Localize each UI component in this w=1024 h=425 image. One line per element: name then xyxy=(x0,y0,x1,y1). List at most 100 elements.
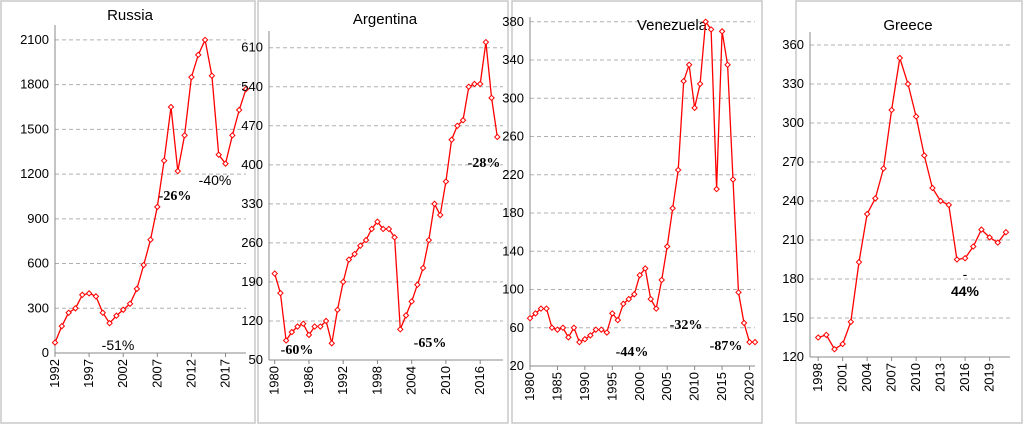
point xyxy=(317,323,324,330)
point xyxy=(609,310,616,317)
point xyxy=(51,339,59,346)
point xyxy=(140,261,147,269)
x-tick-label: 2010 xyxy=(908,363,923,392)
point xyxy=(598,326,605,333)
x-tick-label: 1992 xyxy=(47,359,62,388)
point xyxy=(396,326,404,333)
y-tick-label: 180 xyxy=(782,271,804,286)
point xyxy=(945,201,953,209)
point xyxy=(408,298,415,305)
point xyxy=(929,184,936,192)
point xyxy=(299,320,307,328)
x-tick-label: 1990 xyxy=(577,372,592,401)
y-tick-label: 360 xyxy=(782,37,804,52)
point xyxy=(85,290,93,297)
point xyxy=(328,339,336,347)
point xyxy=(72,304,79,312)
point xyxy=(685,61,693,69)
point xyxy=(385,225,393,233)
point xyxy=(581,335,589,343)
point xyxy=(713,185,720,193)
point xyxy=(229,132,236,139)
chart-title: Argentina xyxy=(353,11,418,28)
point xyxy=(937,197,944,205)
point xyxy=(194,51,202,59)
annotation: 44% xyxy=(951,283,980,299)
x-tick-label: 1998 xyxy=(369,366,384,395)
x-tick-label: 2000 xyxy=(632,372,647,401)
point xyxy=(288,328,296,336)
point xyxy=(167,103,175,111)
point xyxy=(362,236,370,244)
point xyxy=(969,243,977,250)
point xyxy=(436,211,444,219)
point xyxy=(847,318,855,326)
point xyxy=(978,226,985,233)
point xyxy=(603,329,611,336)
x-tick-label: 2010 xyxy=(687,372,702,401)
point xyxy=(751,338,759,346)
point xyxy=(554,326,561,333)
point xyxy=(160,157,168,164)
y-tick-label: 330 xyxy=(241,196,263,211)
annotation: -40% xyxy=(199,172,232,188)
point xyxy=(746,338,753,346)
annotation: -44% xyxy=(616,345,649,360)
y-tick-label: 330 xyxy=(782,76,804,91)
point xyxy=(126,300,134,308)
point xyxy=(961,254,969,262)
x-tick-label: 1998 xyxy=(810,363,825,392)
point xyxy=(986,234,993,241)
point xyxy=(839,340,846,348)
y-tick-label: 190 xyxy=(241,274,263,289)
y-tick-label: 400 xyxy=(241,157,263,172)
point xyxy=(674,166,682,174)
chart-title: Greece xyxy=(883,17,932,34)
point xyxy=(680,77,687,85)
point xyxy=(119,306,127,314)
y-tick-label: 20 xyxy=(510,358,524,373)
point xyxy=(92,293,100,300)
point xyxy=(896,54,904,62)
point xyxy=(823,331,830,339)
point xyxy=(740,319,748,327)
annotation: -28% xyxy=(468,156,501,171)
point xyxy=(174,167,182,175)
point xyxy=(448,136,455,144)
point xyxy=(912,113,920,120)
x-tick-label: 2001 xyxy=(835,363,850,392)
point xyxy=(106,319,113,327)
point xyxy=(334,306,341,314)
point xyxy=(65,309,72,317)
y-tick-label: 240 xyxy=(782,193,804,208)
point xyxy=(592,326,600,333)
point xyxy=(625,295,633,303)
x-tick-label: 1995 xyxy=(604,372,619,401)
point xyxy=(863,210,871,218)
point xyxy=(235,106,243,114)
y-tick-label: 0 xyxy=(42,345,49,360)
x-tick-label: 1980 xyxy=(267,366,282,395)
annotation: - xyxy=(963,266,968,282)
point xyxy=(576,338,583,346)
point xyxy=(431,200,438,208)
y-tick-label: 260 xyxy=(502,129,524,144)
point xyxy=(277,289,284,297)
y-tick-label: 1500 xyxy=(20,121,49,136)
point xyxy=(647,295,655,303)
x-tick-label: 1980 xyxy=(522,372,537,401)
point xyxy=(696,80,704,88)
x-tick-label: 2004 xyxy=(404,366,419,395)
y-tick-label: 150 xyxy=(782,310,804,325)
x-tick-label: 2020 xyxy=(742,372,757,401)
point xyxy=(419,264,427,272)
point xyxy=(339,278,347,286)
panel xyxy=(795,0,1023,424)
point xyxy=(271,270,279,277)
y-tick-label: 2100 xyxy=(20,32,49,47)
y-tick-label: 50 xyxy=(249,352,263,367)
x-tick-label: 2004 xyxy=(859,363,874,392)
x-tick-label: 1997 xyxy=(81,359,96,388)
x-tick-label: 2007 xyxy=(884,363,899,392)
